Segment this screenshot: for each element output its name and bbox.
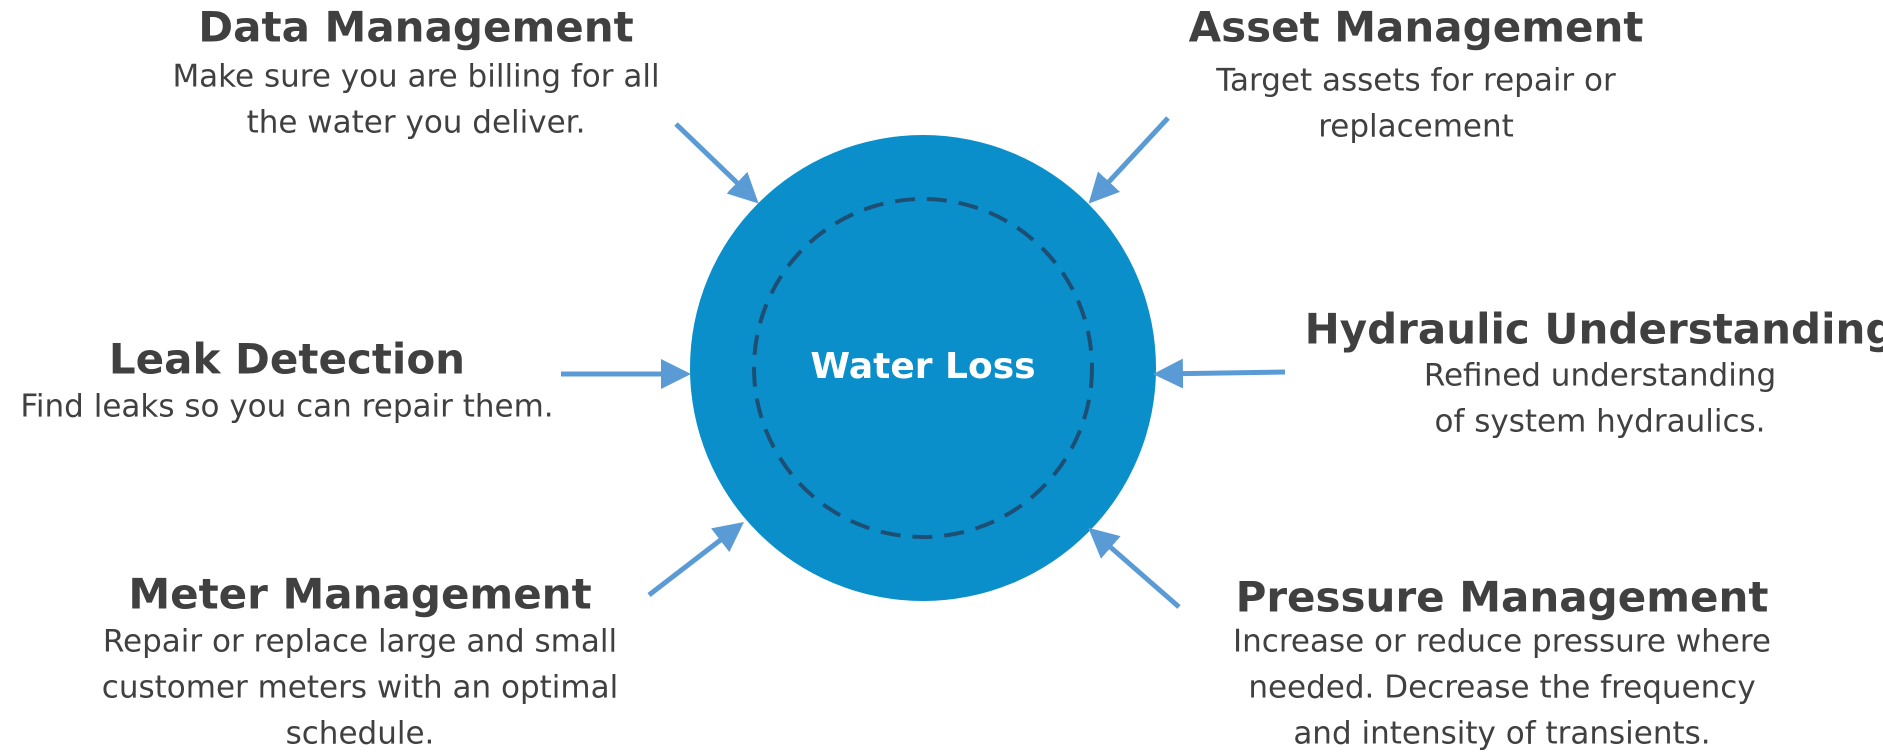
arrow xyxy=(1088,527,1181,609)
item-description: Refined understanding xyxy=(1424,358,1776,394)
item-description: needed. Decrease the frequency xyxy=(1248,670,1755,706)
center-label: Water Loss xyxy=(810,346,1035,387)
item-description: the water you deliver. xyxy=(247,105,586,141)
item-description: Make sure you are billing for all xyxy=(172,59,659,95)
item-description: and intensity of transients. xyxy=(1293,716,1710,752)
item-title: Data Management xyxy=(198,3,633,52)
arrow xyxy=(647,521,744,597)
dashed-ring xyxy=(752,197,1094,539)
item-description: Find leaks so you can repair them. xyxy=(20,389,553,425)
item-title: Meter Management xyxy=(128,570,591,619)
center-circle xyxy=(690,135,1156,601)
item-title: Leak Detection xyxy=(109,335,465,384)
arrow xyxy=(1153,358,1286,389)
item-title: Hydraulic Understanding xyxy=(1305,305,1883,354)
item-description: Repair or replace large and small xyxy=(103,624,617,660)
item-description: Increase or reduce pressure where xyxy=(1233,624,1771,660)
item-description: Target assets for repair or xyxy=(1215,63,1616,99)
item-description: replacement xyxy=(1318,109,1514,145)
item-title: Asset Management xyxy=(1189,3,1644,52)
item-title: Pressure Management xyxy=(1236,573,1769,622)
arrow xyxy=(674,122,759,204)
item-description: schedule. xyxy=(286,716,435,752)
item-description: customer meters with an optimal xyxy=(102,670,618,706)
arrow xyxy=(1088,116,1170,204)
item-description: of system hydraulics. xyxy=(1435,404,1766,440)
